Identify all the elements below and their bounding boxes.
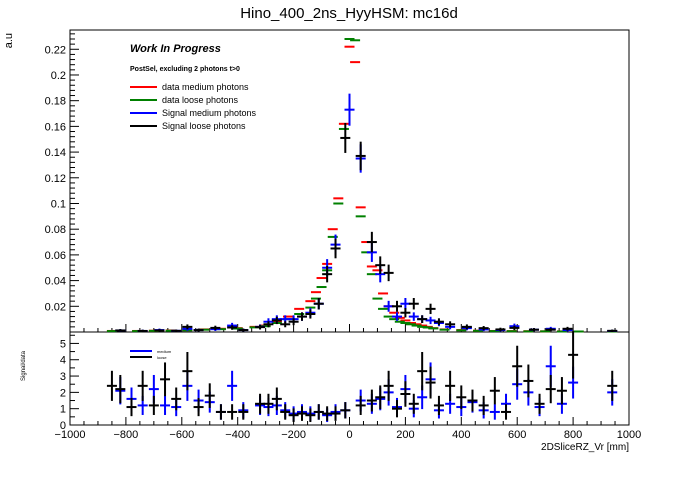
x-tick-label: 0 <box>346 429 352 441</box>
ratio-y-axis-label: Signal/data <box>21 350 27 381</box>
x-tick-label: 200 <box>396 429 414 441</box>
ratio-y-tick-label: 2 <box>60 387 66 399</box>
main-y-tick-label: 0.2 <box>51 70 66 82</box>
selection-label: PostSel, excluding 2 photons t>0 <box>130 66 240 73</box>
main-y-tick-label: 0.22 <box>45 44 66 56</box>
x-tick-label: −600 <box>169 429 194 441</box>
x-tick-label: −200 <box>281 429 306 441</box>
work-in-progress-label: Work In Progress <box>130 43 221 55</box>
ratio-legend-label-loose: loose <box>157 355 167 360</box>
x-tick-label: −1000 <box>55 429 86 441</box>
x-tick-label: 800 <box>564 429 582 441</box>
ratio-y-tick-label: 4 <box>60 355 66 367</box>
x-axis-label: 2DSliceRZ_Vr [mm] <box>541 442 629 453</box>
main-y-tick-label: 0.16 <box>45 121 66 133</box>
x-tick-label: −800 <box>114 429 139 441</box>
ratio-y-tick-label: 1 <box>60 404 66 416</box>
main-y-tick-label: 0.08 <box>45 224 66 236</box>
main-y-axis: 0.02 0.04 0.06 0.08 0.1 0.12 0.14 0.16 0.18 0.2 0.… <box>45 33 79 328</box>
ratio-y-tick-label: 5 <box>60 338 66 350</box>
ratio-legend: medium loose <box>130 349 172 360</box>
main-y-tick-label: 0.06 <box>45 250 66 262</box>
main-y-tick-label: 0.14 <box>45 147 66 159</box>
ratio-plot-markers <box>106 331 618 423</box>
main-y-tick-label: 0.12 <box>45 173 66 185</box>
x-tick-label: 1000 <box>617 429 641 441</box>
main-plot-markers <box>106 37 618 333</box>
ratio-legend-label-medium: medium <box>157 349 172 354</box>
main-y-tick-label: 0.18 <box>45 96 66 108</box>
main-y-tick-label: 0.1 <box>51 198 66 210</box>
main-y-axis-label: a.u <box>3 33 15 48</box>
ratio-y-tick-label: 3 <box>60 371 66 383</box>
main-y-tick-label: 0.04 <box>45 276 66 288</box>
x-tick-label: 600 <box>508 429 526 441</box>
legend-label-data-medium: data medium photons <box>162 82 249 92</box>
legend-label-signal-loose: Signal loose photons <box>162 121 246 131</box>
legend-label-signal-medium: Signal medium photons <box>162 108 257 118</box>
x-tick-label: −400 <box>225 429 250 441</box>
ratio-y-tick-label: 0 <box>60 420 66 432</box>
main-y-tick-label: 0.02 <box>45 301 66 313</box>
chart-title: Hino_400_2ns_HyyHSM: mc16d <box>240 5 458 22</box>
x-axis: −1000 −800 −600 −400 −200 0 200 400 600 800 1000 <box>55 324 641 441</box>
ratio-y-axis: 0 1 2 3 4 5 <box>60 334 79 432</box>
legend-label-data-loose: data loose photons <box>162 95 239 105</box>
main-legend: data medium photons data loose photons S… <box>130 82 257 131</box>
x-tick-label: 400 <box>452 429 470 441</box>
